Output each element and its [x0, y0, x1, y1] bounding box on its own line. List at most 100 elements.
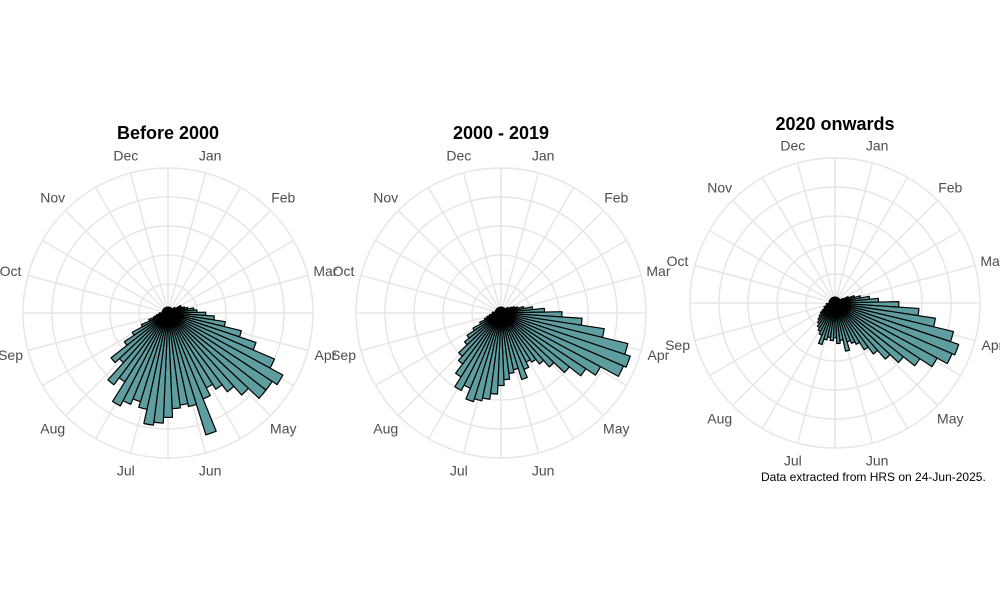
month-label-apr: Apr: [982, 337, 1000, 353]
grid-spoke: [167, 274, 309, 314]
grid-spoke: [427, 187, 502, 314]
polar-chart-2: 2000 - 2019 Jan Feb Mar Apr May Jun Jul Aug Sep Oc…: [331, 123, 671, 478]
month-label-apr: Apr: [648, 347, 670, 363]
grid-spoke: [360, 312, 502, 352]
grid-spoke: [94, 187, 169, 314]
grid-spoke: [360, 274, 502, 314]
bar: [834, 302, 869, 351]
month-label-may: May: [270, 420, 296, 436]
grid-spoke: [167, 187, 242, 314]
chart-title: 2020 onwards: [775, 114, 894, 134]
chart-title: Before 2000: [117, 123, 219, 143]
bar: [167, 312, 235, 393]
month-label-may: May: [937, 410, 963, 426]
grid-spoke: [731, 199, 836, 304]
month-label-feb: Feb: [604, 190, 628, 206]
bar: [834, 302, 891, 360]
bar: [123, 312, 169, 346]
bar: [167, 312, 284, 386]
grid-spoke: [709, 229, 836, 304]
grid-spoke: [500, 274, 642, 314]
grid-spoke: [709, 302, 836, 377]
bar: [107, 312, 169, 386]
month-label-nov: Nov: [707, 180, 732, 196]
month-label-jun: Jun: [199, 462, 222, 478]
bar: [500, 312, 528, 381]
grid-spoke: [167, 209, 272, 314]
bar: [834, 302, 856, 344]
bar: [458, 312, 502, 357]
grid-spoke: [42, 239, 169, 314]
month-label-mar: Mar: [980, 253, 1000, 269]
month-label-jul: Jul: [784, 452, 802, 468]
grid-spoke: [731, 302, 836, 407]
bar: [500, 312, 602, 376]
month-label-sep: Sep: [665, 337, 690, 353]
grid-spoke: [761, 177, 836, 304]
grid-spoke: [500, 239, 627, 314]
month-label-sep: Sep: [331, 347, 356, 363]
month-label-may: May: [603, 420, 629, 436]
grid-spoke: [27, 274, 169, 314]
polar-chart-1: Before 2000 Jan Feb Mar Apr May Jun Jul Aug Sep Oc…: [0, 123, 338, 478]
month-label-nov: Nov: [373, 190, 398, 206]
bar: [110, 312, 169, 364]
bar: [166, 306, 169, 314]
grid-spoke: [167, 239, 294, 314]
grid-spoke: [694, 302, 836, 342]
bar: [499, 306, 502, 314]
bar: [167, 312, 197, 408]
month-label-feb: Feb: [271, 190, 295, 206]
month-label-jul: Jul: [450, 462, 468, 478]
grid-spoke: [27, 312, 169, 352]
month-label-feb: Feb: [938, 180, 962, 196]
month-label-oct: Oct: [333, 263, 355, 279]
grid-spoke: [500, 187, 575, 314]
month-label-sep: Sep: [0, 347, 23, 363]
grid-spoke: [834, 162, 874, 304]
grid-spoke: [796, 162, 836, 304]
bar: [834, 302, 904, 364]
month-label-aug: Aug: [40, 420, 65, 436]
month-label-jan: Jan: [532, 148, 555, 164]
chart-title: 2000 - 2019: [453, 123, 549, 143]
bar: [834, 302, 921, 367]
month-label-jan: Jan: [866, 138, 889, 154]
month-label-dec: Dec: [113, 148, 138, 164]
bar: [500, 312, 545, 365]
bar: [500, 312, 537, 363]
grid-spoke: [397, 209, 502, 314]
grid-spoke: [834, 199, 939, 304]
month-label-mar: Mar: [646, 263, 670, 279]
grid-spoke: [834, 229, 961, 304]
month-label-jun: Jun: [866, 452, 889, 468]
grid-spoke: [167, 172, 207, 314]
polar-chart-3: 2020 onwards Jan Feb Mar Apr May Jun Jul Aug Sep O…: [665, 114, 1000, 468]
month-label-dec: Dec: [780, 138, 805, 154]
grid-spoke: [462, 172, 502, 314]
month-label-jul: Jul: [117, 462, 135, 478]
month-label-dec: Dec: [446, 148, 471, 164]
bar: [500, 312, 570, 374]
bars: [816, 295, 960, 368]
month-label-jan: Jan: [199, 148, 222, 164]
grid-spoke: [375, 239, 502, 314]
bar: [834, 302, 841, 345]
month-label-aug: Aug: [707, 410, 732, 426]
bars: [454, 305, 631, 403]
bar: [167, 312, 267, 399]
month-label-jun: Jun: [532, 462, 555, 478]
bar: [500, 312, 555, 368]
bar: [131, 312, 169, 336]
bar: [834, 302, 938, 368]
month-label-nov: Nov: [40, 190, 65, 206]
bar: [167, 312, 223, 390]
bar: [834, 302, 879, 355]
bar: [500, 312, 587, 377]
grid-spoke: [834, 177, 909, 304]
bar: [834, 302, 851, 352]
caption: Data extracted from HRS on 24-Jun-2025.: [761, 470, 986, 484]
bar: [834, 302, 861, 345]
month-label-oct: Oct: [0, 263, 22, 279]
